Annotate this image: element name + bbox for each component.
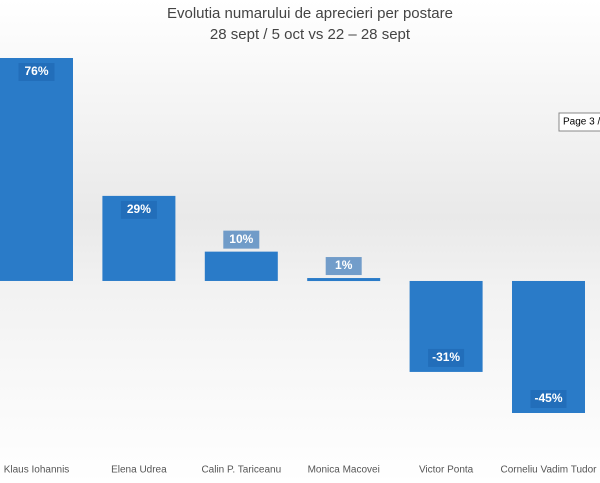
value-label: -31% [432, 350, 460, 364]
value-label-box [530, 390, 567, 408]
value-label-box [18, 63, 55, 81]
tooltip: Page 3 / [563, 117, 600, 128]
value-label: 10% [229, 232, 253, 246]
bar [204, 251, 278, 281]
value-label: -45% [534, 391, 562, 405]
value-label-box [325, 257, 362, 276]
x-tick-label: Calin P. Tariceanu [201, 465, 281, 476]
value-label: 76% [24, 64, 48, 78]
value-label-box [120, 200, 157, 219]
x-tick-label: Monica Macovei [308, 465, 380, 476]
x-tick-label: Klaus Iohannis [4, 465, 70, 476]
x-tick-label: Corneliu Vadim Tudor [501, 465, 598, 476]
chart-subtitle: 28 sept / 5 oct vs 22 – 28 sept [210, 26, 411, 43]
value-label: 1% [335, 258, 353, 272]
x-tick-label: Victor Ponta [419, 465, 474, 476]
value-label-box [223, 230, 260, 249]
tooltip-box [558, 112, 600, 132]
value-label-box [428, 348, 465, 367]
chart-title: Evolutia numarului de aprecieri per post… [167, 5, 453, 22]
bar [307, 278, 381, 282]
bar [0, 58, 73, 281]
x-tick-label: Elena Udrea [111, 465, 167, 476]
value-label: 29% [127, 202, 151, 216]
